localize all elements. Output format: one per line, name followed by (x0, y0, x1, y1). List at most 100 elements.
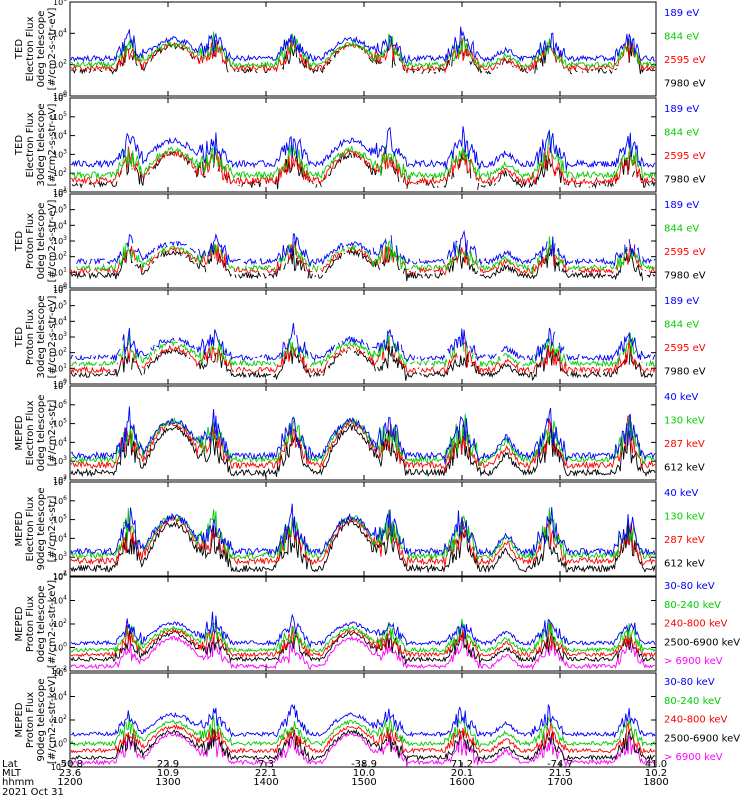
legend-entry: 40 keV (664, 392, 698, 403)
legend-entry: 189 eV (664, 296, 699, 307)
ytick-label: 104 (53, 27, 67, 38)
series-line (70, 31, 656, 70)
ytick-label: 104 (53, 219, 67, 230)
legend-entry: 80-240 keV (664, 696, 721, 707)
ytick-label: 105 (53, 514, 67, 525)
series-line (70, 126, 656, 170)
series-line (70, 244, 656, 282)
series-line (71, 346, 655, 381)
x-tick-lat: 22.9 (157, 759, 179, 770)
ytick-label: 106 (53, 495, 67, 506)
panel-frame (69, 481, 657, 577)
legend-entry: 240-800 keV (664, 715, 728, 726)
x-row-label: hhmm (2, 777, 34, 788)
y-axis-label: TEDProton Flux0deg telescope[#/cm2-s-str… (14, 200, 58, 283)
x-tick-lat: -50.8 (57, 759, 83, 770)
ytick-label: 106 (53, 667, 67, 678)
ytick-label: 101 (53, 266, 67, 277)
series-line (70, 703, 656, 738)
panel-frame (69, 97, 657, 193)
y-axis-label: TEDProton Flux30deg telescope[#/cm2-s-st… (14, 295, 58, 378)
legend-entry: > 6900 keV (664, 752, 723, 763)
series-line (70, 503, 656, 557)
legend-entry: 7980 eV (664, 175, 706, 186)
x-row-label: 2021 Oct 31 (2, 787, 64, 798)
series-line (70, 406, 656, 464)
series-line (70, 323, 656, 362)
legend-entry: 612 keV (664, 463, 705, 474)
series-line (70, 26, 656, 64)
legend-entry: 844 eV (664, 32, 699, 43)
y-axis-label: MEPEDProton Flux90deg telescope[#/cm2-s-… (14, 676, 58, 764)
legend-entry: 30-80 keV (664, 581, 715, 592)
legend-entry: 287 keV (664, 439, 705, 450)
x-tick-mlt: 22.1 (255, 768, 277, 779)
legend-entry: 2500-6900 keV (664, 733, 740, 744)
ytick-label: 102 (53, 570, 67, 581)
series-line (70, 146, 656, 187)
legend-entry: 240-800 keV (664, 619, 728, 630)
x-row-label: Lat (2, 759, 18, 770)
y-axis-label: TEDElectron Flux30deg telescope[#/cm2-s-… (14, 103, 58, 186)
panel-frame (69, 576, 657, 672)
ytick-label: 103 (53, 551, 67, 562)
x-tick-lat: 71.2 (451, 759, 473, 770)
ytick-label: 104 (53, 130, 67, 141)
series-line (76, 236, 656, 275)
legend-entry: 844 eV (664, 128, 699, 139)
ytick-label: 105 (53, 418, 67, 429)
x-tick-hhmm: 1500 (351, 777, 376, 788)
x-tick-mlt: 20.1 (451, 768, 473, 779)
series-line (70, 37, 656, 74)
ytick-label: 102 (53, 474, 67, 485)
x-tick-hhmm: 1300 (155, 777, 180, 788)
series-line (70, 519, 656, 574)
ytick-label: 100 (53, 642, 67, 653)
x-tick-mlt: 10.9 (157, 768, 179, 779)
y-axis-label: MEPEDElectron Flux0deg telescope[#/cm2-s… (14, 395, 58, 472)
panel-frame (69, 1, 657, 97)
legend-entry: 844 eV (664, 320, 699, 331)
x-tick-hhmm: 1200 (57, 777, 82, 788)
ytick-label: 106 (53, 92, 67, 103)
legend-entry: 2500-6900 keV (664, 637, 740, 648)
ytick-label: 104 (53, 691, 67, 702)
ytick-label: 102 (53, 251, 67, 262)
legend-entry: 30-80 keV (664, 677, 715, 688)
legend-entry: 189 eV (664, 8, 699, 19)
ytick-label: 101 (53, 186, 67, 197)
x-tick-hhmm: 1400 (253, 777, 278, 788)
legend-entry: 189 eV (664, 104, 699, 115)
ytick-label: 100 (53, 738, 67, 749)
ytick-label: 102 (53, 167, 67, 178)
ytick-label: 10-2 (51, 761, 67, 772)
series-line (70, 618, 656, 654)
legend-entry: 2595 eV (664, 55, 706, 66)
series-line (70, 413, 656, 466)
legend-entry: 40 keV (664, 488, 698, 499)
legend-entry: 80-240 keV (664, 600, 721, 611)
ytick-label: 100 (53, 282, 67, 293)
series-line (70, 727, 656, 763)
legend-entry: 7980 eV (664, 271, 706, 282)
ytick-label: 102 (53, 59, 67, 70)
series-line (70, 732, 656, 767)
ytick-label: 106 (53, 399, 67, 410)
ytick-label: 100 (53, 378, 67, 389)
series-line (70, 722, 656, 755)
ytick-label: 105 (53, 204, 67, 215)
series-line (70, 422, 656, 478)
ytick-label: 106 (53, 571, 67, 582)
x-tick-lat: -38.9 (351, 759, 377, 770)
series-line (70, 332, 656, 368)
series-line (70, 714, 656, 748)
legend-entry: 2595 eV (664, 343, 706, 354)
x-tick-lat: -74.7 (547, 759, 573, 770)
ytick-label: 104 (53, 315, 67, 326)
legend-entry: 7980 eV (664, 79, 706, 90)
y-axis-label: MEPEDElectron Flux90deg telescope[#/cm2-… (14, 487, 58, 570)
x-tick-mlt: 10.2 (645, 768, 667, 779)
